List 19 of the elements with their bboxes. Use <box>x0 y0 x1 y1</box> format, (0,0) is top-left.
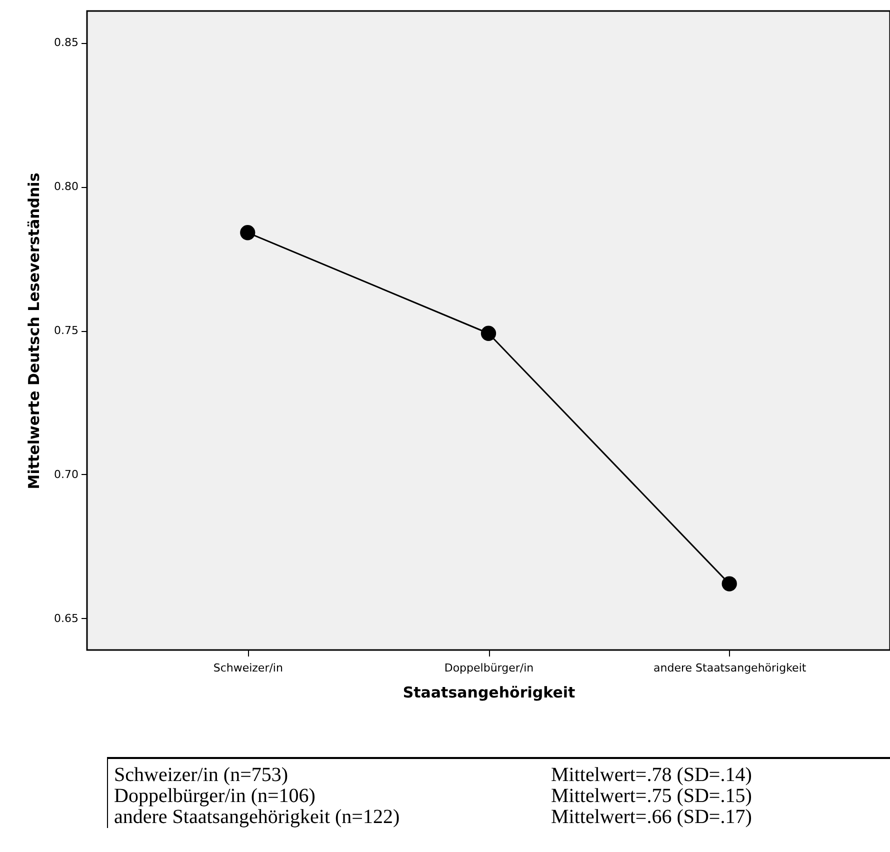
y-tick-label: 0.80 <box>54 180 78 194</box>
text: Mittelwert=.78 (SD=.14) <box>551 764 753 786</box>
y-axis-title: Mittelwerte Deutsch Leseverständnis <box>25 172 44 490</box>
y-tick-label: 0.85 <box>54 36 78 50</box>
text: Mittelwert=.66 (SD=.17) <box>551 806 753 828</box>
x-tick-label: Schweizer/in <box>213 662 283 674</box>
point <box>480 326 496 341</box>
y-tick-label: 0.75 <box>54 324 78 337</box>
point <box>722 576 737 592</box>
point <box>240 225 256 240</box>
x-tick-label: Doppelbürger/in <box>444 662 534 674</box>
text: Schweizer/in (n=753) <box>114 764 290 786</box>
y-tick-label: 0.65 <box>54 612 78 625</box>
y-tick-label: 0.70 <box>54 468 78 481</box>
text: Doppelbürger/in (n=106) <box>114 785 316 807</box>
x-axis-title: Staatsangehörigkeit <box>402 684 576 702</box>
x-tick-label: andere Staatsangehörigkeit <box>654 662 807 674</box>
text: Mittelwert=.75 (SD=.15) <box>551 785 753 807</box>
text: andere Staatsangehörigkeit (n=122) <box>114 806 401 828</box>
